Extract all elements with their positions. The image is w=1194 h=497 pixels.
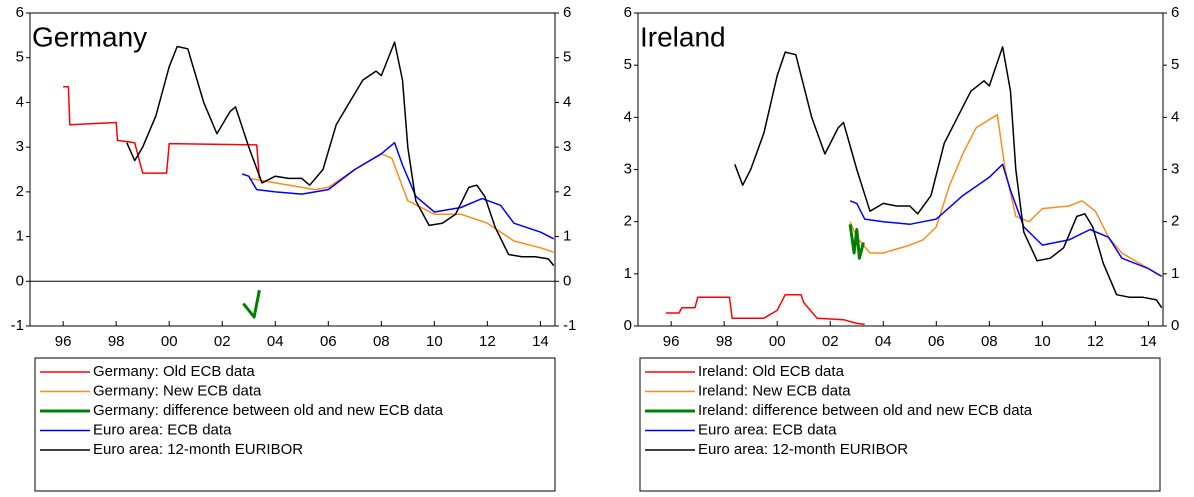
legend-box [639,357,1161,492]
y2-tick-label: 2 [1171,213,1179,230]
panel: 0 01 12 23 34 45 56 696 98 00 02 04 06 08 10 12 14Irelan… [624,4,1179,492]
series-line [63,86,261,179]
y2-tick-label: 2 [563,183,571,200]
legend-box [34,357,556,492]
x-tick-label: 08 [373,333,390,350]
y2-tick-label: 1 [1171,265,1179,282]
legend-label: Germany: difference between old and new … [93,402,444,419]
x-tick-label: 96 [663,333,680,350]
y2-tick-label: -1 [563,317,576,334]
series-line [849,163,1163,278]
y-tick-label: 2 [624,213,632,230]
y-tick-label: 0 [16,272,24,289]
chart-title: Germany [32,21,147,52]
y-tick-label: 5 [16,49,24,66]
y2-tick-label: 4 [1171,108,1179,125]
y2-tick-label: 3 [1171,160,1179,177]
y2-tick-label: 5 [1171,56,1179,73]
legend-label: Ireland: New ECB data [698,382,851,399]
y-tick-label: 1 [16,228,24,245]
x-tick-label: 06 [928,333,945,350]
legend-label: Euro area: 12-month EURIBOR [93,441,303,458]
legend-label: Ireland: Old ECB data [698,363,845,380]
series-line [849,113,1163,278]
x-tick-label: 10 [426,333,443,350]
x-tick-label: 98 [108,333,125,350]
y2-tick-label: 5 [563,49,571,66]
x-tick-label: 04 [875,333,892,350]
y2-tick-label: 6 [563,4,571,21]
y2-tick-label: 0 [563,272,571,289]
y-tick-label: 6 [16,4,24,21]
panel: -1 -10 01 12 23 34 45 56 696 98 00 02 04 06 08 10 12 14Ge… [11,4,576,492]
legend-label: Germany: New ECB data [93,382,262,399]
y2-tick-label: 1 [563,228,571,245]
legend-label: Euro area: ECB data [698,421,837,438]
series-line [248,153,554,253]
plot-frame [637,12,1164,327]
y2-tick-label: 6 [1171,4,1179,21]
y-tick-label: 6 [624,4,632,21]
legend-label: Germany: Old ECB data [93,363,255,380]
x-tick-label: 12 [1087,333,1104,350]
y-tick-label: 4 [16,93,24,110]
y-tick-label: 4 [624,108,632,125]
y-tick-label: 0 [624,317,632,334]
x-tick-label: 14 [532,333,549,350]
x-tick-label: 00 [161,333,178,350]
y-tick-label: 3 [624,160,632,177]
x-tick-label: 14 [1140,333,1157,350]
x-tick-label: 02 [214,333,231,350]
series-line [734,46,1163,309]
x-tick-label: 96 [55,333,72,350]
x-tick-label: 98 [716,333,733,350]
x-tick-label: 06 [320,333,337,350]
series-line [126,41,555,267]
y-tick-label: 2 [16,183,24,200]
x-tick-label: 12 [479,333,496,350]
series-line [241,141,555,240]
legend-label: Euro area: ECB data [93,421,232,438]
y-tick-label: -1 [11,317,24,334]
chart-title: Ireland [640,21,726,52]
x-tick-label: 04 [267,333,284,350]
y2-tick-label: 4 [563,93,571,110]
legend-label: Euro area: 12-month EURIBOR [698,441,908,458]
x-tick-label: 00 [769,333,786,350]
x-tick-label: 02 [822,333,839,350]
y-tick-label: 1 [624,265,632,282]
y2-tick-label: 3 [563,138,571,155]
series-line [848,224,865,260]
y-tick-label: 3 [16,138,24,155]
legend-label: Ireland: difference between old and new … [698,402,1033,419]
y2-tick-label: 0 [1171,317,1179,334]
series-line [242,289,261,319]
y-tick-label: 5 [624,56,632,73]
x-tick-label: 10 [1034,333,1051,350]
series-line [665,293,865,326]
plot-frame [29,12,556,327]
x-tick-label: 08 [981,333,998,350]
